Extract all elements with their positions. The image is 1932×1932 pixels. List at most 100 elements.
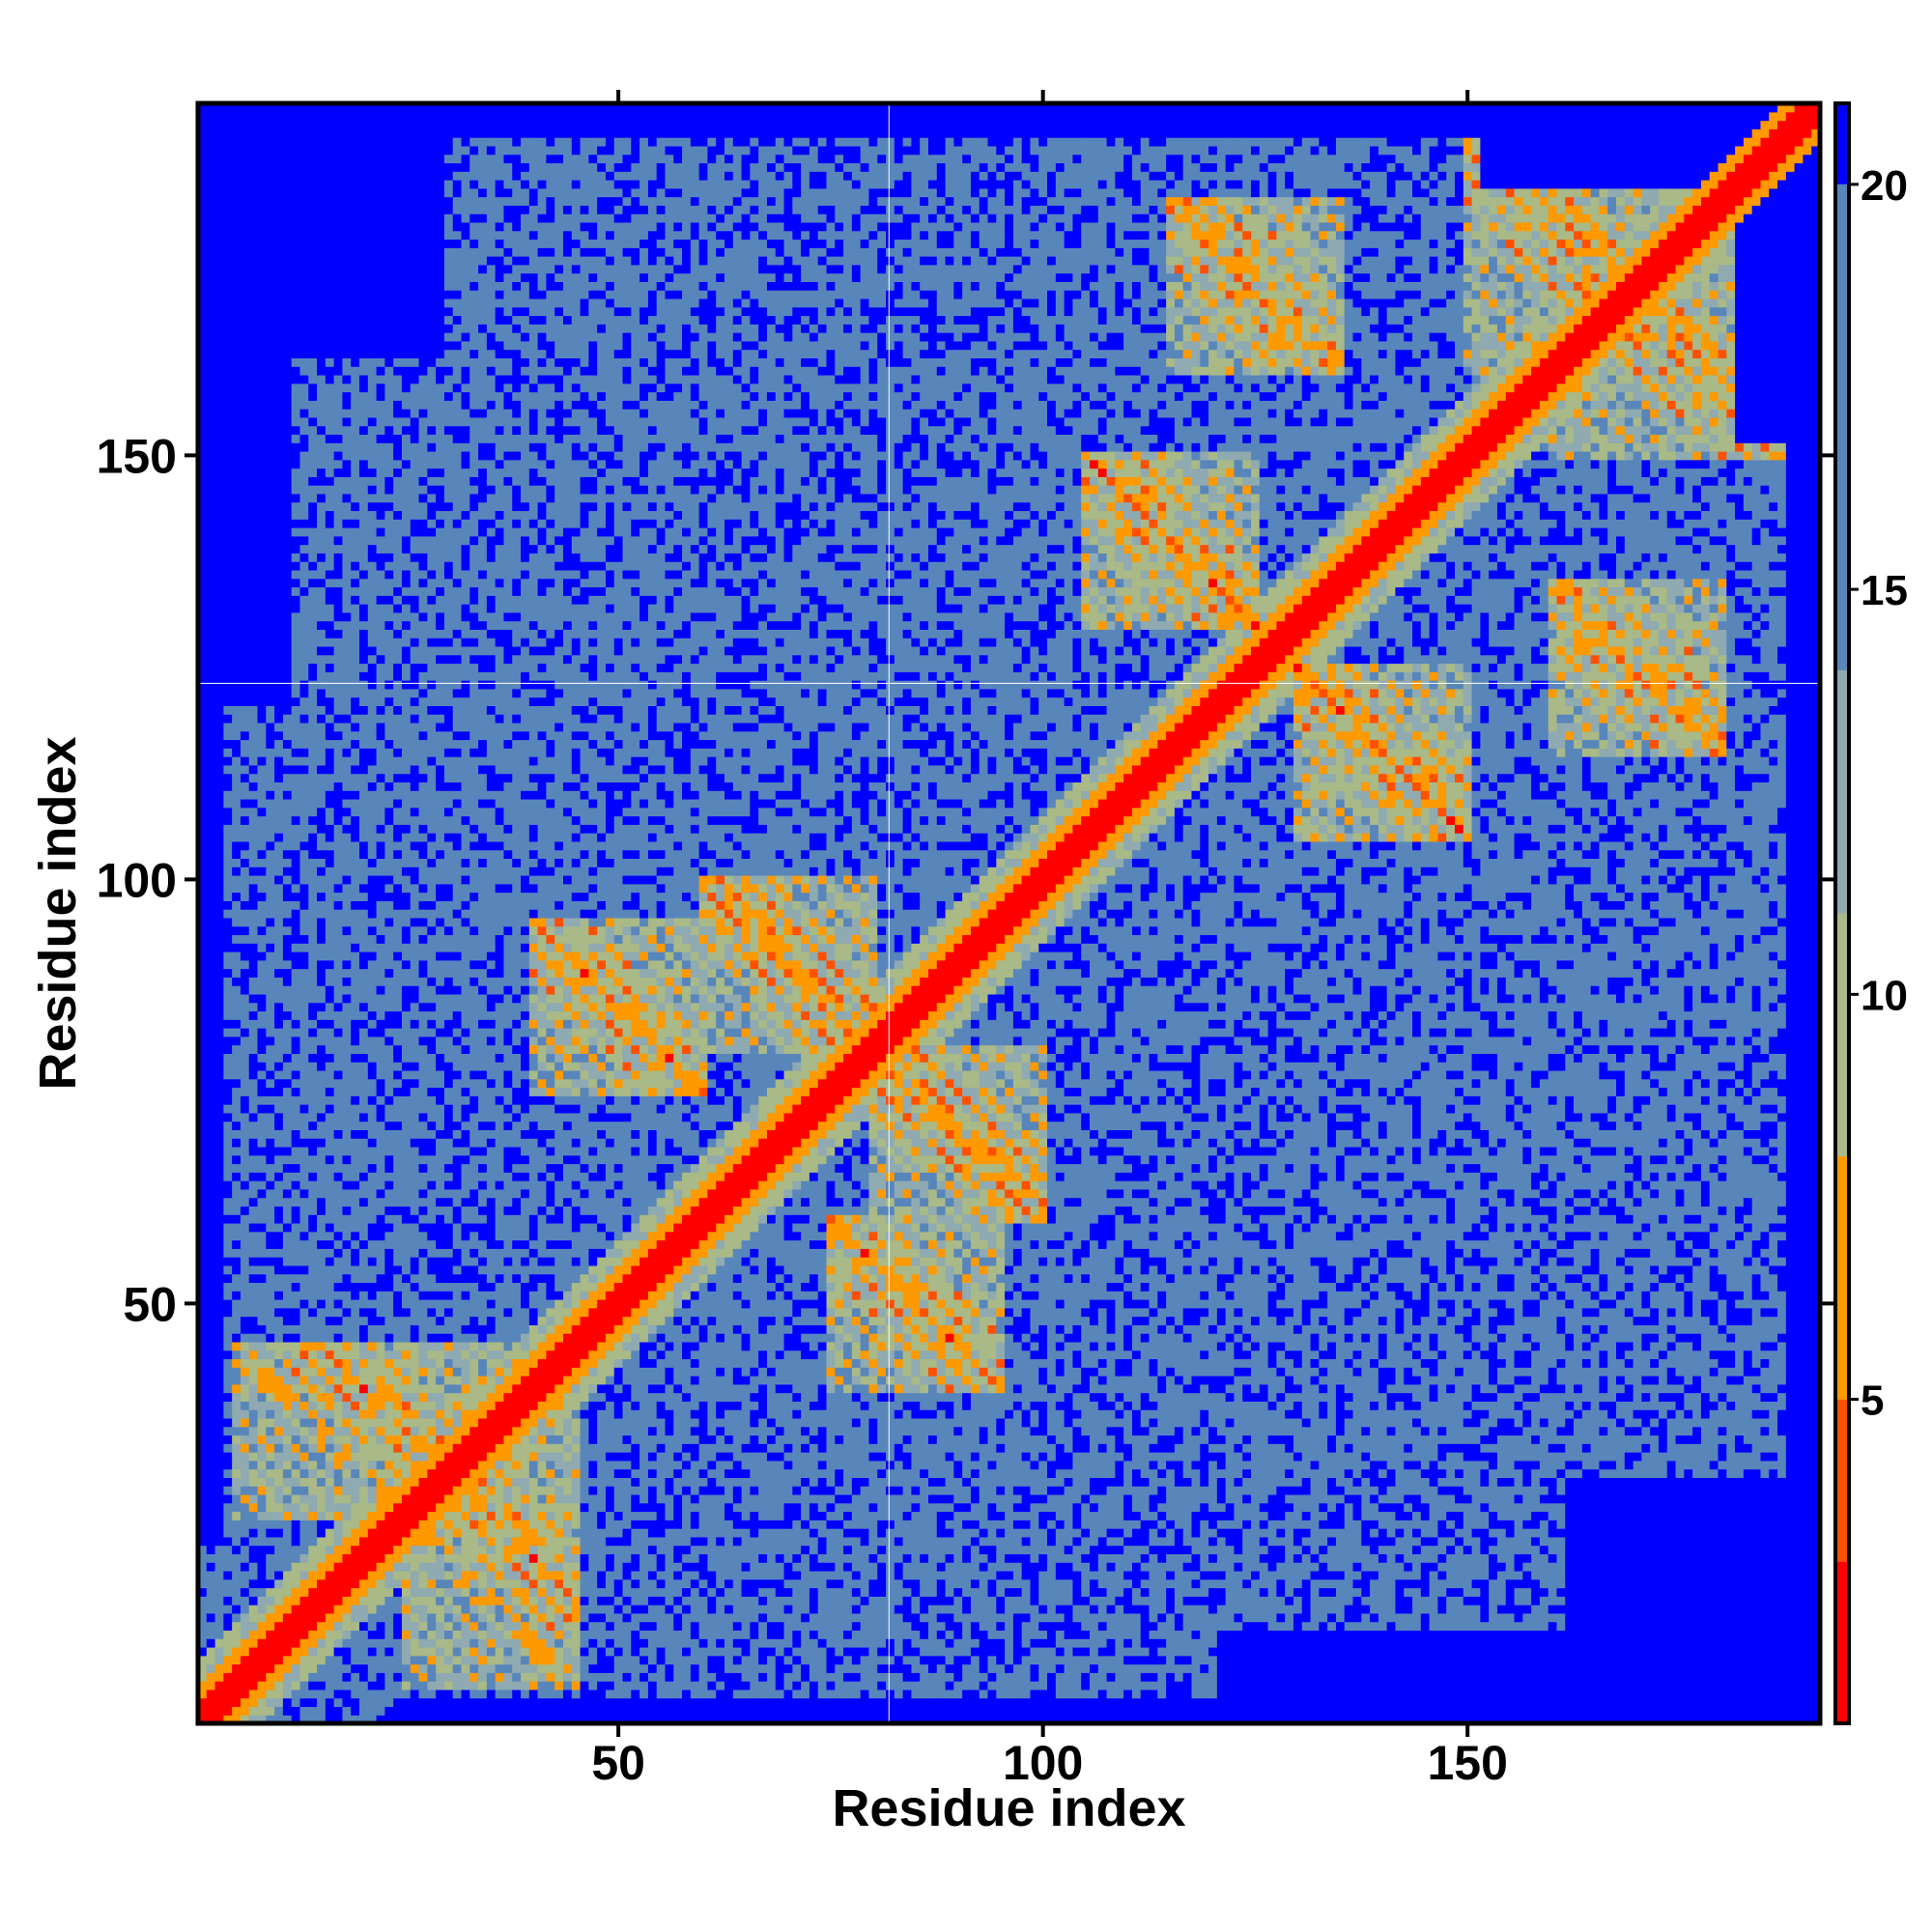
heatmap-cell [240, 663, 250, 672]
heatmap-cell [342, 943, 352, 952]
heatmap-cell [351, 688, 360, 698]
heatmap-cell [282, 553, 293, 562]
heatmap-cell [376, 1655, 385, 1665]
heatmap-cell [240, 1172, 250, 1181]
heatmap-cell [206, 553, 216, 562]
heatmap-cell [257, 1002, 267, 1012]
heatmap-cell [351, 409, 360, 418]
heatmap-cell [274, 1154, 284, 1165]
heatmap-cell [266, 442, 275, 452]
heatmap-cell [240, 1002, 250, 1012]
heatmap-cell [299, 145, 309, 156]
heatmap-cell [325, 1520, 335, 1529]
heatmap-cell [223, 781, 233, 791]
heatmap-cell [376, 1298, 385, 1309]
heatmap-cell [206, 1333, 216, 1343]
heatmap-cell [206, 1121, 216, 1130]
heatmap-cell [410, 748, 420, 757]
heatmap-cell [248, 1672, 259, 1682]
heatmap-cell [266, 1069, 275, 1080]
heatmap-cell [393, 1409, 403, 1419]
heatmap-cell [359, 892, 369, 901]
heatmap-cell [325, 1172, 335, 1181]
heatmap-cell [214, 739, 224, 749]
heatmap-cell [384, 1477, 394, 1487]
heatmap-cell [223, 137, 233, 147]
heatmap-cell [393, 1146, 403, 1156]
heatmap-cell [248, 1367, 259, 1377]
heatmap-cell [291, 180, 301, 189]
heatmap-cell [351, 1460, 360, 1470]
heatmap-cell [223, 1426, 233, 1436]
heatmap-cell [351, 298, 360, 308]
heatmap-cell [384, 391, 394, 401]
heatmap-cell [410, 332, 420, 342]
heatmap-cell [410, 654, 420, 665]
heatmap-cell [325, 1298, 335, 1309]
heatmap-cell [232, 349, 242, 358]
heatmap-cell [359, 476, 369, 486]
heatmap-cell [214, 501, 224, 512]
heatmap-cell [198, 459, 208, 469]
heatmap-cell [206, 1536, 216, 1547]
heatmap-cell [359, 1112, 369, 1122]
heatmap-cell [274, 1188, 284, 1199]
heatmap-cell [299, 1376, 309, 1385]
heatmap-cell [257, 1477, 267, 1487]
heatmap-cell [266, 1138, 275, 1148]
heatmap-cell [367, 425, 378, 436]
heatmap-cell [317, 696, 327, 706]
heatmap-cell [308, 993, 318, 1004]
heatmap-cell [333, 1502, 344, 1513]
heatmap-cell [325, 535, 335, 546]
heatmap-cell [376, 196, 385, 206]
heatmap-cell [367, 544, 378, 554]
heatmap-cell [266, 1528, 275, 1538]
heatmap-cell [274, 1112, 284, 1122]
heatmap-cell [333, 952, 344, 961]
heatmap-cell [359, 874, 369, 885]
heatmap-cell [351, 739, 360, 749]
heatmap-cell [257, 383, 267, 393]
heatmap-cell [418, 1646, 428, 1657]
heatmap-cell [376, 340, 385, 351]
heatmap-cell [359, 1214, 369, 1224]
heatmap-cell [351, 696, 360, 706]
heatmap-cell [232, 154, 242, 164]
heatmap-cell [367, 315, 378, 325]
heatmap-cell [376, 187, 385, 198]
heatmap-cell [359, 1689, 369, 1699]
heatmap-cell [232, 1672, 242, 1682]
heatmap-cell [223, 671, 233, 681]
heatmap-cell [393, 1486, 403, 1495]
heatmap-cell [308, 1646, 318, 1657]
heatmap-cell [376, 527, 385, 537]
heatmap-cell [223, 1689, 233, 1699]
heatmap-cell [198, 290, 208, 299]
heatmap-cell [401, 663, 412, 672]
heatmap-cell [206, 977, 216, 986]
heatmap-cell [317, 748, 327, 757]
heatmap-cell [266, 1078, 275, 1089]
heatmap-cell [299, 120, 309, 129]
heatmap-cell [359, 553, 369, 562]
heatmap-cell [257, 840, 267, 851]
heatmap-cell [291, 815, 301, 825]
heatmap-cell [299, 1146, 309, 1156]
heatmap-cell [342, 833, 352, 842]
heatmap-cell [351, 1121, 360, 1130]
heatmap-cell [198, 1231, 208, 1241]
heatmap-cell [410, 400, 420, 410]
heatmap-cell [232, 527, 242, 537]
heatmap-cell [308, 1112, 318, 1122]
heatmap-cell [317, 1129, 327, 1139]
heatmap-cell [308, 501, 318, 512]
heatmap-cell [351, 663, 360, 672]
heatmap-cell [333, 1069, 344, 1080]
heatmap-cell [401, 620, 412, 630]
heatmap-cell [214, 409, 224, 418]
heatmap-cell [274, 239, 284, 248]
heatmap-cell [359, 187, 369, 198]
heatmap-cell [384, 840, 394, 851]
heatmap-cell [317, 1689, 327, 1699]
